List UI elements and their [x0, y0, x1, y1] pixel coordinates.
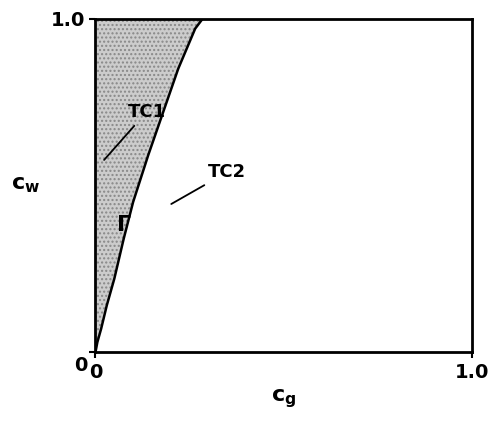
Text: TC1: TC1	[104, 103, 166, 160]
Text: Γ: Γ	[116, 216, 131, 235]
Text: 0: 0	[74, 356, 87, 375]
Y-axis label: $\mathbf{c_w}$: $\mathbf{c_w}$	[11, 176, 40, 195]
Text: TC2: TC2	[172, 163, 246, 204]
Polygon shape	[96, 19, 202, 352]
X-axis label: $\mathbf{c_g}$: $\mathbf{c_g}$	[271, 387, 296, 410]
